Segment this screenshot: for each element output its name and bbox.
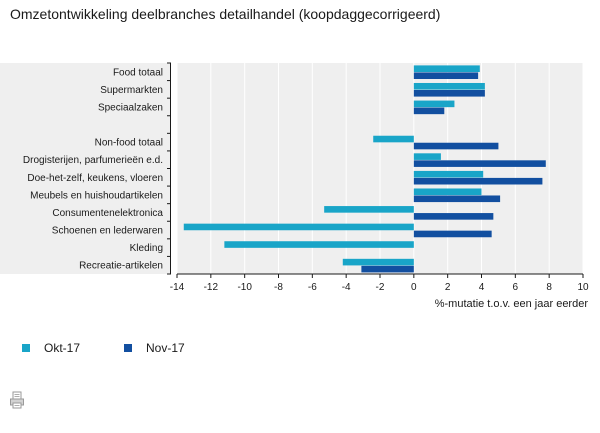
x-tick-label: -6 <box>308 282 317 293</box>
bar-okt[interactable] <box>342 258 414 266</box>
category-label: Doe-het-zelf, keukens, vloeren <box>27 173 163 184</box>
x-tick-label: 4 <box>479 282 485 293</box>
x-tick-label: 10 <box>577 282 589 293</box>
x-tick-label: -4 <box>342 282 351 293</box>
category-label: Consumentenelektronica <box>52 208 163 219</box>
chart-title: Omzetontwikkeling deelbranches detailhan… <box>10 6 441 22</box>
x-tick-label: -14 <box>170 282 185 293</box>
category-label: Drogisterijen, parfumerieën e.d. <box>23 155 163 166</box>
bar-okt[interactable] <box>224 241 414 248</box>
bar-okt[interactable] <box>413 153 441 160</box>
legend-label-nov: Nov-17 <box>146 341 185 355</box>
legend: Okt-17 Nov-17 <box>22 341 229 355</box>
category-label: Schoenen en lederwaren <box>52 226 163 237</box>
category-label: Recreatie-artikelen <box>79 261 163 272</box>
bar-okt[interactable] <box>183 223 414 231</box>
bar-chart: Food totaal Supermarkten Speciaalzaken Non-… <box>0 62 589 310</box>
print-icon[interactable] <box>10 391 24 409</box>
bar-okt[interactable] <box>413 65 480 72</box>
bar-okt[interactable] <box>413 100 455 108</box>
x-tick-label: 0 <box>411 282 417 293</box>
bar-nov[interactable] <box>413 213 494 220</box>
category-label: Food totaal <box>113 67 163 78</box>
legend-swatch-nov <box>124 344 133 352</box>
x-tick-label: -12 <box>204 282 219 293</box>
category-label: Meubels en huishoudartikelen <box>30 190 163 201</box>
bar-okt[interactable] <box>413 82 485 90</box>
category-label: Speciaalzaken <box>98 102 163 113</box>
legend-item-nov[interactable]: Nov-17 <box>124 341 185 355</box>
legend-swatch-okt <box>22 344 30 352</box>
category-label-area <box>0 63 170 274</box>
bar-okt[interactable] <box>373 135 414 143</box>
x-tick-label: -10 <box>237 282 252 293</box>
category-label: Kleding <box>130 243 163 254</box>
bar-okt[interactable] <box>413 170 484 178</box>
bar-nov[interactable] <box>413 177 543 185</box>
category-label: Supermarkten <box>100 85 163 96</box>
x-tick-label: 8 <box>546 282 552 293</box>
category-label: Non-food totaal <box>95 138 163 149</box>
x-tick-label: 2 <box>445 282 451 293</box>
x-tick-label: 6 <box>513 282 519 293</box>
bar-nov[interactable] <box>413 195 501 203</box>
x-tick-label: -2 <box>376 282 385 293</box>
bar-nov[interactable] <box>361 265 414 273</box>
legend-item-okt[interactable]: Okt-17 <box>22 341 80 355</box>
bar-nov[interactable] <box>413 89 485 97</box>
x-tick-label: -8 <box>274 282 283 293</box>
bar-nov[interactable] <box>413 107 445 115</box>
bar-nov[interactable] <box>413 160 546 167</box>
bar-okt[interactable] <box>324 206 414 213</box>
x-axis-label: %-mutatie t.o.v. een jaar eerder <box>435 298 589 310</box>
legend-label-okt: Okt-17 <box>44 341 81 355</box>
bar-nov[interactable] <box>413 142 499 150</box>
bar-nov[interactable] <box>413 230 492 238</box>
bar-okt[interactable] <box>413 188 482 196</box>
bar-nov[interactable] <box>413 72 479 79</box>
